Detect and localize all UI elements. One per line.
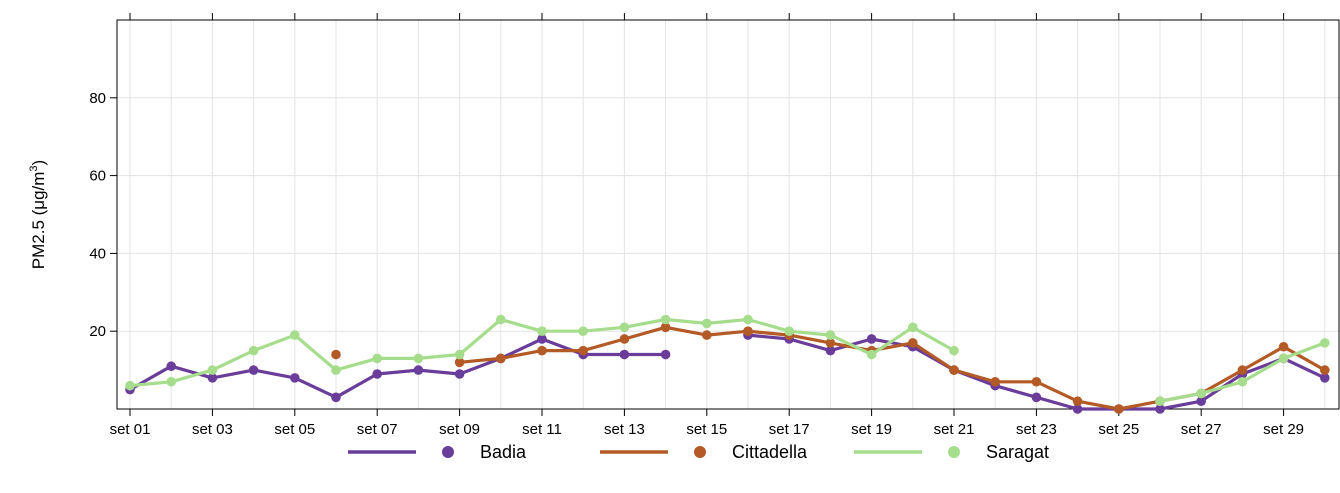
- data-point-saragat: [660, 314, 671, 325]
- x-tick-label: set 21: [934, 421, 975, 438]
- data-point-badia: [166, 361, 176, 372]
- data-point-cittadella: [1031, 376, 1042, 387]
- data-point-saragat: [496, 314, 506, 325]
- x-tick-label: set 17: [769, 421, 810, 438]
- data-point-saragat: [1320, 338, 1330, 348]
- data-point-badia: [248, 365, 259, 375]
- x-tick-label: set 01: [110, 421, 151, 438]
- data-point-badia: [1320, 373, 1330, 383]
- y-tick-label: 40: [89, 245, 106, 262]
- y-axis-title-close: ): [29, 160, 48, 166]
- y-axis-title: PM2.5 (μg/m3): [28, 160, 48, 269]
- data-point-cittadella: [1072, 396, 1083, 407]
- data-point-saragat: [413, 353, 424, 364]
- data-point-cittadella: [1114, 404, 1124, 414]
- data-point-badia: [537, 334, 547, 344]
- data-point-badia: [866, 334, 877, 344]
- legend-label-cittadella: Cittadella: [732, 442, 808, 462]
- data-point-cittadella: [660, 322, 671, 333]
- data-point-saragat: [1155, 396, 1165, 407]
- data-point-badia: [207, 373, 218, 383]
- y-tick-label: 80: [89, 90, 106, 107]
- x-tick-label: set 05: [274, 421, 315, 438]
- data-point-saragat: [825, 330, 836, 340]
- data-point-badia: [1155, 404, 1165, 414]
- data-point-badia: [1196, 396, 1206, 407]
- data-point-cittadella: [331, 349, 341, 360]
- data-point-saragat: [784, 326, 794, 337]
- legend-marker-badia: [442, 446, 454, 458]
- data-point-saragat: [702, 318, 712, 329]
- series-group: [125, 314, 1330, 414]
- x-tick-label: set 23: [1016, 421, 1057, 438]
- x-tick-label: set 29: [1263, 421, 1304, 438]
- data-point-cittadella: [1320, 365, 1330, 375]
- x-tick-label: set 15: [686, 421, 727, 438]
- data-point-saragat: [331, 365, 341, 375]
- plot-frame: [116, 19, 1340, 410]
- data-point-badia: [454, 369, 465, 379]
- data-point-badia: [372, 369, 383, 379]
- data-point-badia: [619, 349, 630, 360]
- data-point-saragat: [578, 326, 588, 337]
- legend: Badia Cittadella Saragat: [348, 442, 1049, 462]
- data-point-saragat: [537, 326, 547, 337]
- axes: set 01 set 03 set 05 set 07 set 09 set 11 set …: [89, 13, 1304, 438]
- data-point-saragat: [454, 349, 465, 360]
- data-point-badia: [1031, 392, 1042, 403]
- x-tick-label: set 19: [851, 421, 892, 438]
- data-point-saragat: [372, 353, 383, 364]
- x-tick-label: set 13: [604, 421, 645, 438]
- data-point-saragat: [125, 380, 135, 391]
- data-point-cittadella: [619, 334, 630, 344]
- data-point-cittadella: [1237, 365, 1248, 375]
- x-tick-label: set 09: [439, 421, 480, 438]
- y-tick-label: 20: [89, 323, 106, 340]
- x-tick-label: set 03: [192, 421, 233, 438]
- data-point-saragat: [166, 376, 176, 387]
- data-point-saragat: [619, 322, 630, 333]
- data-point-badia: [331, 392, 341, 403]
- data-point-saragat: [1196, 388, 1206, 399]
- x-tick-label: set 07: [357, 421, 398, 438]
- data-point-cittadella: [1278, 341, 1289, 352]
- data-point-saragat: [290, 330, 300, 340]
- legend-label-saragat: Saragat: [986, 442, 1049, 462]
- legend-marker-saragat: [948, 446, 960, 458]
- y-tick-label: 60: [89, 168, 106, 185]
- series-saragat: [125, 314, 1330, 407]
- data-point-saragat: [949, 345, 959, 356]
- data-point-cittadella: [496, 353, 506, 364]
- data-point-cittadella: [537, 345, 547, 356]
- data-point-saragat: [207, 365, 218, 375]
- y-axis-title-main: PM2.5 (μg/m: [29, 172, 48, 270]
- data-point-saragat: [908, 322, 918, 333]
- data-point-saragat: [248, 345, 259, 356]
- data-point-cittadella: [454, 357, 465, 368]
- data-point-badia: [290, 373, 300, 383]
- data-point-badia: [413, 365, 424, 375]
- data-point-cittadella: [743, 326, 753, 337]
- data-point-badia: [825, 345, 836, 356]
- data-point-cittadella: [702, 330, 712, 340]
- data-point-cittadella: [949, 365, 959, 375]
- data-point-badia: [660, 349, 671, 360]
- legend-label-badia: Badia: [480, 442, 527, 462]
- data-point-cittadella: [825, 338, 836, 348]
- y-axis-title-sup: 3: [28, 165, 40, 171]
- x-tick-label: set 25: [1098, 421, 1139, 438]
- data-point-saragat: [866, 349, 877, 360]
- grid-lines: [117, 20, 1340, 409]
- data-point-cittadella: [908, 338, 918, 348]
- data-point-cittadella: [578, 345, 588, 356]
- data-point-badia: [1072, 404, 1083, 414]
- x-tick-label: set 11: [522, 421, 562, 438]
- x-tick-label: set 27: [1181, 421, 1222, 438]
- data-point-cittadella: [990, 376, 1000, 387]
- legend-marker-cittadella: [694, 446, 706, 458]
- data-point-saragat: [1278, 353, 1289, 364]
- data-point-saragat: [1237, 376, 1248, 387]
- data-point-saragat: [743, 314, 753, 325]
